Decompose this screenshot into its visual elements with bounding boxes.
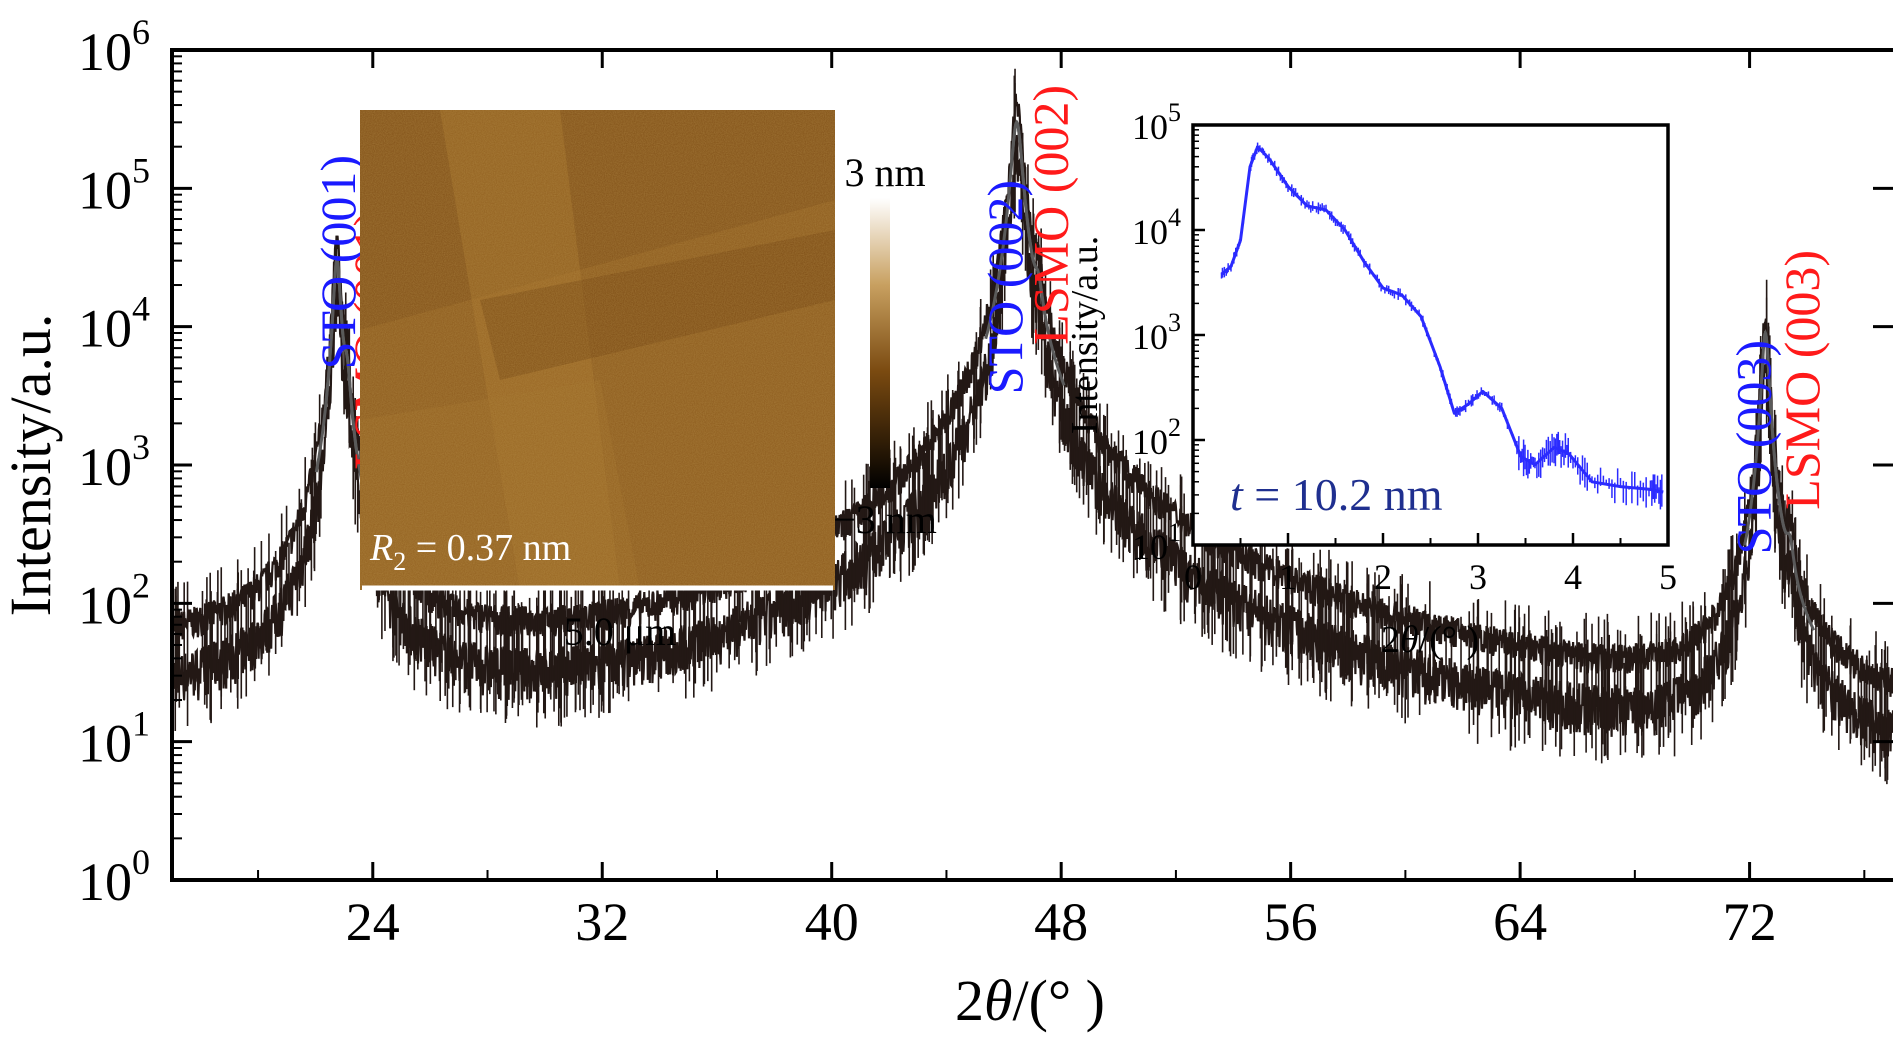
main-y-tick-label: 106 xyxy=(78,12,150,82)
main-x-tick-label: 56 xyxy=(1264,892,1318,952)
xrr-y-tick-labels: 101 102 103 104 105 xyxy=(1132,98,1181,567)
afm-colorbar xyxy=(870,198,890,488)
main-x-tick-label: 48 xyxy=(1034,892,1088,952)
main-x-tick-label: 40 xyxy=(805,892,859,952)
main-y-tick-label: 103 xyxy=(78,427,150,497)
xrr-y-tick-label: 102 xyxy=(1132,413,1181,462)
afm-texture xyxy=(360,110,835,590)
main-axes xyxy=(170,48,1893,882)
xrr-x-tick-label: 3 xyxy=(1469,557,1487,597)
xrr-inset-background xyxy=(1193,125,1668,545)
main-y-tick-label: 101 xyxy=(78,704,150,774)
main-y-tick-label: 105 xyxy=(78,150,150,220)
xrr-y-tick-label: 104 xyxy=(1132,203,1181,252)
xrr-inset-axes xyxy=(1191,123,1670,547)
peak-4 xyxy=(1010,120,1066,386)
xrr-x-axis-title: 2θ/(° ) xyxy=(1381,619,1479,661)
main-x-tick-label: 64 xyxy=(1493,892,1547,952)
main-x-tick-label: 24 xyxy=(346,892,400,952)
afm-roughness: R2 = 0.37 nm xyxy=(369,527,571,576)
main-x-tick-label: 32 xyxy=(575,892,629,952)
thickness-annotation: t = 10.2 nm xyxy=(1230,469,1443,520)
xrr-y-tick-label: 101 xyxy=(1132,518,1181,567)
afm-scale-label: 5.0 μm xyxy=(564,609,677,654)
main-y-tick-label: 104 xyxy=(78,289,150,359)
main-x-axis-title: 2θ/(° ) xyxy=(955,968,1105,1033)
xrr-y-tick-label: 103 xyxy=(1132,308,1181,357)
main-y-axis-title: Intensity/a.u. xyxy=(0,314,63,617)
main-x-tick-labels: 24 32 40 48 56 64 72 xyxy=(346,892,1777,952)
peak-label-lsmo: LSMO (003) xyxy=(1774,250,1830,510)
peak-label-lsmo: LSMO (002) xyxy=(1023,85,1079,345)
peak-label-sto: STO (002) xyxy=(977,180,1033,394)
xrr-x-tick-label: 2 xyxy=(1374,557,1392,597)
xrr-y-axis-title: Intensity/a.u. xyxy=(1064,236,1106,434)
main-y-tick-labels: 100 101 102 103 104 105 106 xyxy=(78,12,150,912)
xrr-y-tick-label: 105 xyxy=(1132,98,1181,147)
peak-label-sto: STO (003) xyxy=(1725,340,1781,554)
xrr-x-tick-labels: 0 1 2 3 4 5 xyxy=(1184,557,1677,597)
main-xrd-curve-group xyxy=(172,68,1893,785)
colorbar-min-label: −3 nm xyxy=(833,497,937,542)
xrr-curve-group xyxy=(1220,142,1664,510)
main-x-tick-label: 72 xyxy=(1723,892,1777,952)
xrr-x-tick-label: 5 xyxy=(1659,557,1677,597)
colorbar-max-label: 3 nm xyxy=(844,150,925,195)
peak-label-sto: STO (001) xyxy=(310,155,366,369)
xrr-x-tick-label: 1 xyxy=(1279,557,1297,597)
peak-6 xyxy=(1764,333,1816,631)
afm-inset: R2 = 0.37 nm 5.0 μm 3 nm −3 nm xyxy=(360,110,937,654)
main-y-tick-label: 100 xyxy=(78,842,150,912)
xrr-x-tick-label: 4 xyxy=(1564,557,1582,597)
main-y-tick-label: 102 xyxy=(78,565,150,635)
xrr-x-tick-label: 0 xyxy=(1184,557,1202,597)
